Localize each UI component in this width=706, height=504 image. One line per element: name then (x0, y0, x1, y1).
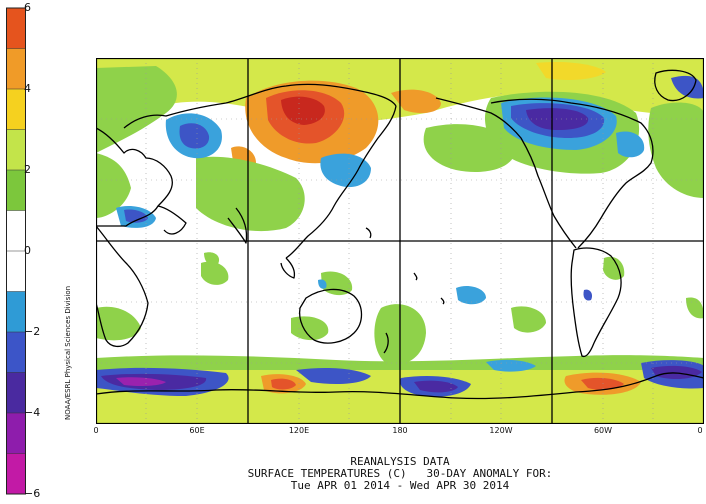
green-australia-south (291, 316, 329, 341)
green-tropic-west (204, 252, 220, 266)
colorbar-band-9 (6, 372, 26, 414)
colorbar-band-3 (6, 129, 26, 171)
hot-southern-120e (271, 378, 296, 390)
warm-arctic-right (536, 62, 606, 80)
colorbar-legend (6, 7, 26, 495)
green-south-atlantic (686, 297, 704, 319)
hot-southern-120w (581, 377, 624, 391)
coldest-north-america (526, 108, 589, 130)
tick-label-0-end: 0 (697, 426, 703, 435)
hot-core-siberia (281, 96, 325, 125)
cold-pacific-north (320, 153, 371, 188)
caption-line-2: SURFACE TEMPERATURES (C) 30-DAY ANOMALY … (247, 467, 553, 480)
colorbar-label-3: 0 (24, 244, 31, 257)
map-caption: REANALYSIS DATA SURFACE TEMPERATURES (C)… (96, 456, 704, 492)
colorbar-label-2: 2 (24, 163, 31, 176)
tick-label-60w: 60W (593, 426, 613, 435)
cold-south-america (583, 289, 593, 301)
anomaly-map (96, 58, 704, 424)
colorbar-label-0: 6 (24, 1, 31, 14)
coastlines (96, 69, 704, 400)
colorbar-band-7 (6, 291, 26, 333)
colorbar-label-4: −2 (24, 325, 41, 338)
colorbar-label-1: 4 (24, 82, 31, 95)
magenta-southern-west (116, 377, 166, 386)
colorbar-band-5 (6, 210, 26, 252)
cold-south-pacific (456, 286, 486, 305)
green-africa-south (96, 306, 141, 341)
green-atlantic (648, 102, 704, 198)
green-indian-ocean (201, 261, 229, 285)
colder-southern-180 (414, 380, 458, 393)
colorbar-band-10 (6, 413, 26, 454)
tick-label-120w: 120W (489, 426, 513, 435)
warm-alaska (391, 89, 441, 114)
colorbar-band-6 (6, 251, 26, 292)
cold-africa-dark (124, 209, 148, 223)
map-frame (96, 58, 704, 424)
colorbar-band-11 (6, 453, 26, 495)
colorbar-band-2 (6, 89, 26, 130)
cold-east-canada (616, 131, 645, 158)
colorbar-band-0 (6, 8, 26, 49)
colorbar-label-5: −4 (24, 406, 41, 419)
cold-southern-mid (486, 359, 536, 372)
caption-line-1: REANALYSIS DATA (350, 455, 450, 468)
cold-australia (318, 279, 327, 289)
colorbar-label-6: −6 (24, 487, 41, 500)
tick-label-120e: 120E (288, 426, 310, 435)
green-asia (196, 156, 305, 232)
colorbar-band-1 (6, 48, 26, 90)
green-south-america-east (603, 256, 625, 280)
tick-label-0: 0 (93, 426, 99, 435)
colorbar-bands (6, 8, 26, 495)
green-europe (96, 153, 131, 218)
cold-southern-center-left (296, 368, 371, 384)
colder-asia (179, 123, 210, 149)
green-south-pacific-2 (511, 306, 546, 333)
colorbar-band-4 (6, 170, 26, 211)
credit-text: NOAA/ESRL Physical Sciences Division (64, 285, 72, 420)
tick-label-180: 180 (392, 426, 408, 435)
tick-label-60e: 60E (189, 426, 205, 435)
major-gridlines (96, 58, 704, 424)
caption-line-3: Tue APR 01 2014 - Wed APR 30 2014 (290, 479, 510, 492)
green-north-west (96, 66, 177, 153)
colorbar-band-8 (6, 332, 26, 373)
